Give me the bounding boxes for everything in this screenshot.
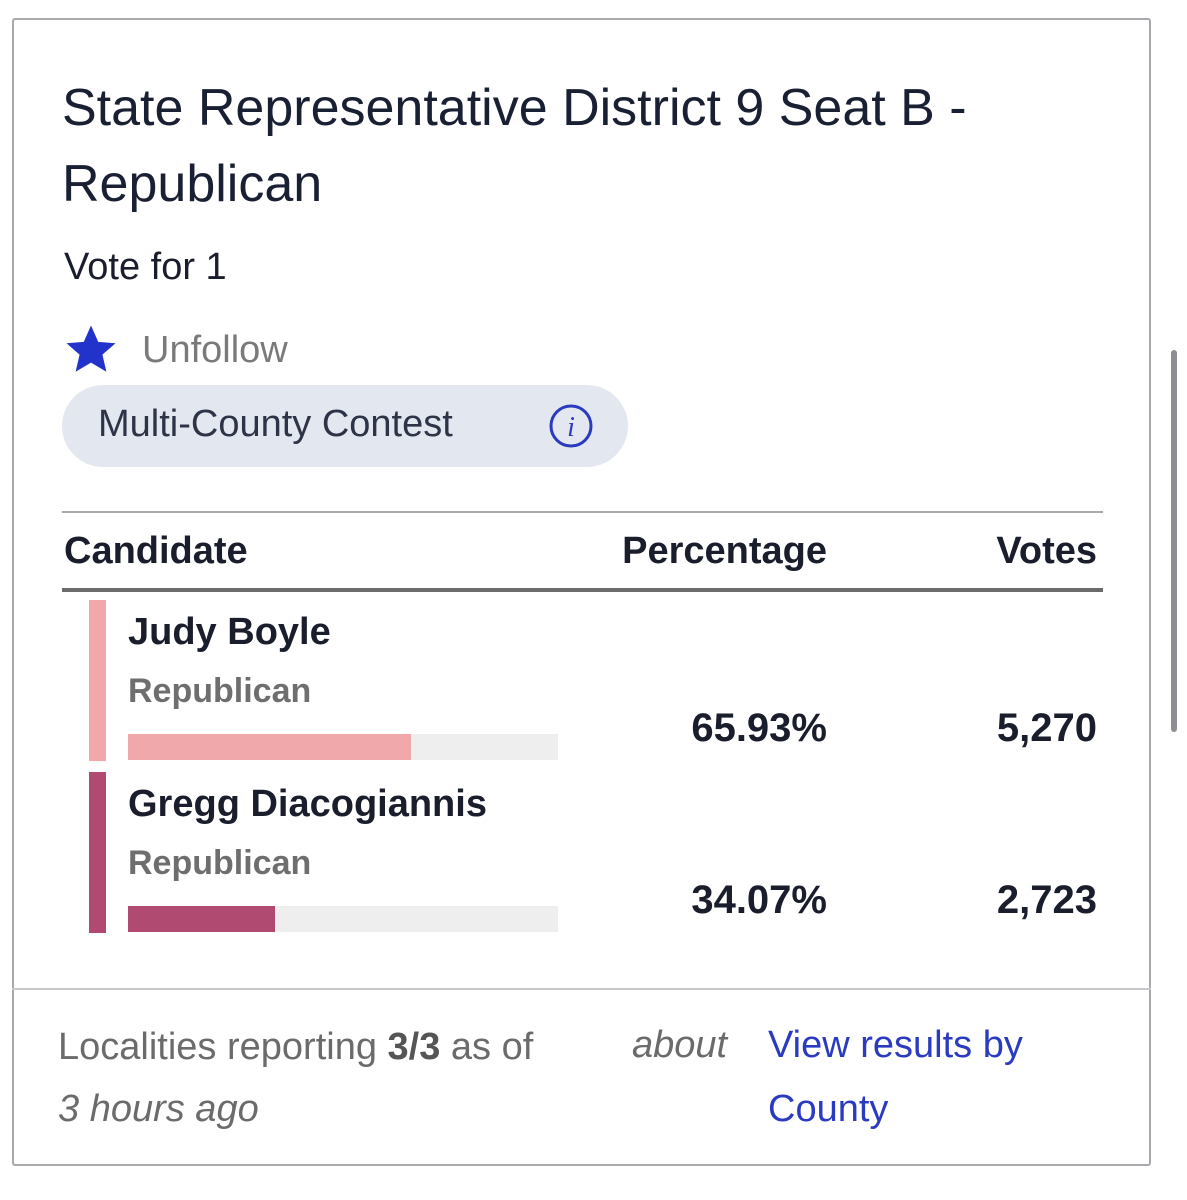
header-percentage: Percentage <box>622 530 827 572</box>
candidate-percentage: 65.93% <box>691 706 827 750</box>
candidate-percentage: 34.07% <box>691 878 827 922</box>
badge-label: Multi-County Contest <box>98 403 453 445</box>
contest-title: State Representative District 9 Seat B -… <box>62 79 967 213</box>
header-candidate: Candidate <box>64 530 248 572</box>
info-icon[interactable]: i <box>549 404 593 448</box>
header-votes: Votes <box>996 530 1097 572</box>
star-icon <box>66 325 116 372</box>
candidate-party: Republican <box>128 844 312 882</box>
footer-time: about 3 hours ago <box>58 1024 728 1130</box>
candidate-color <box>89 600 106 761</box>
footer-text: Localities reporting 3/3 as of <box>58 1026 533 1069</box>
header-rule <box>62 588 1103 592</box>
candidate-party: Republican <box>128 672 312 710</box>
candidate-votes: 2,723 <box>996 878 1097 922</box>
candidate-name: Gregg Diacogiannis <box>128 783 487 825</box>
footer-reporting: 3/3 <box>387 1026 441 1068</box>
follow-button[interactable]: Unfollow <box>62 322 288 378</box>
footer-prefix: Localities reporting <box>58 1026 377 1068</box>
candidate-color <box>89 772 106 933</box>
vote-for: Vote for 1 <box>64 246 227 288</box>
candidate-name: Judy Boyle <box>128 611 331 653</box>
scrollbar <box>1171 350 1177 732</box>
candidate-votes: 5,270 <box>996 706 1097 750</box>
follow-label: Unfollow <box>142 328 288 371</box>
divider <box>62 511 1103 513</box>
footer-as-of: as of <box>450 1026 534 1068</box>
contest-card <box>12 18 1151 1166</box>
badge[interactable]: Multi-County Contest i <box>62 385 628 467</box>
progress-track <box>128 734 558 760</box>
footer-divider <box>12 988 1151 990</box>
progress-bar <box>128 906 275 932</box>
progress-track <box>128 906 558 932</box>
svg-text:i: i <box>567 412 575 443</box>
progress-bar <box>128 734 412 760</box>
county-link[interactable]: View results by County <box>768 1024 1023 1130</box>
